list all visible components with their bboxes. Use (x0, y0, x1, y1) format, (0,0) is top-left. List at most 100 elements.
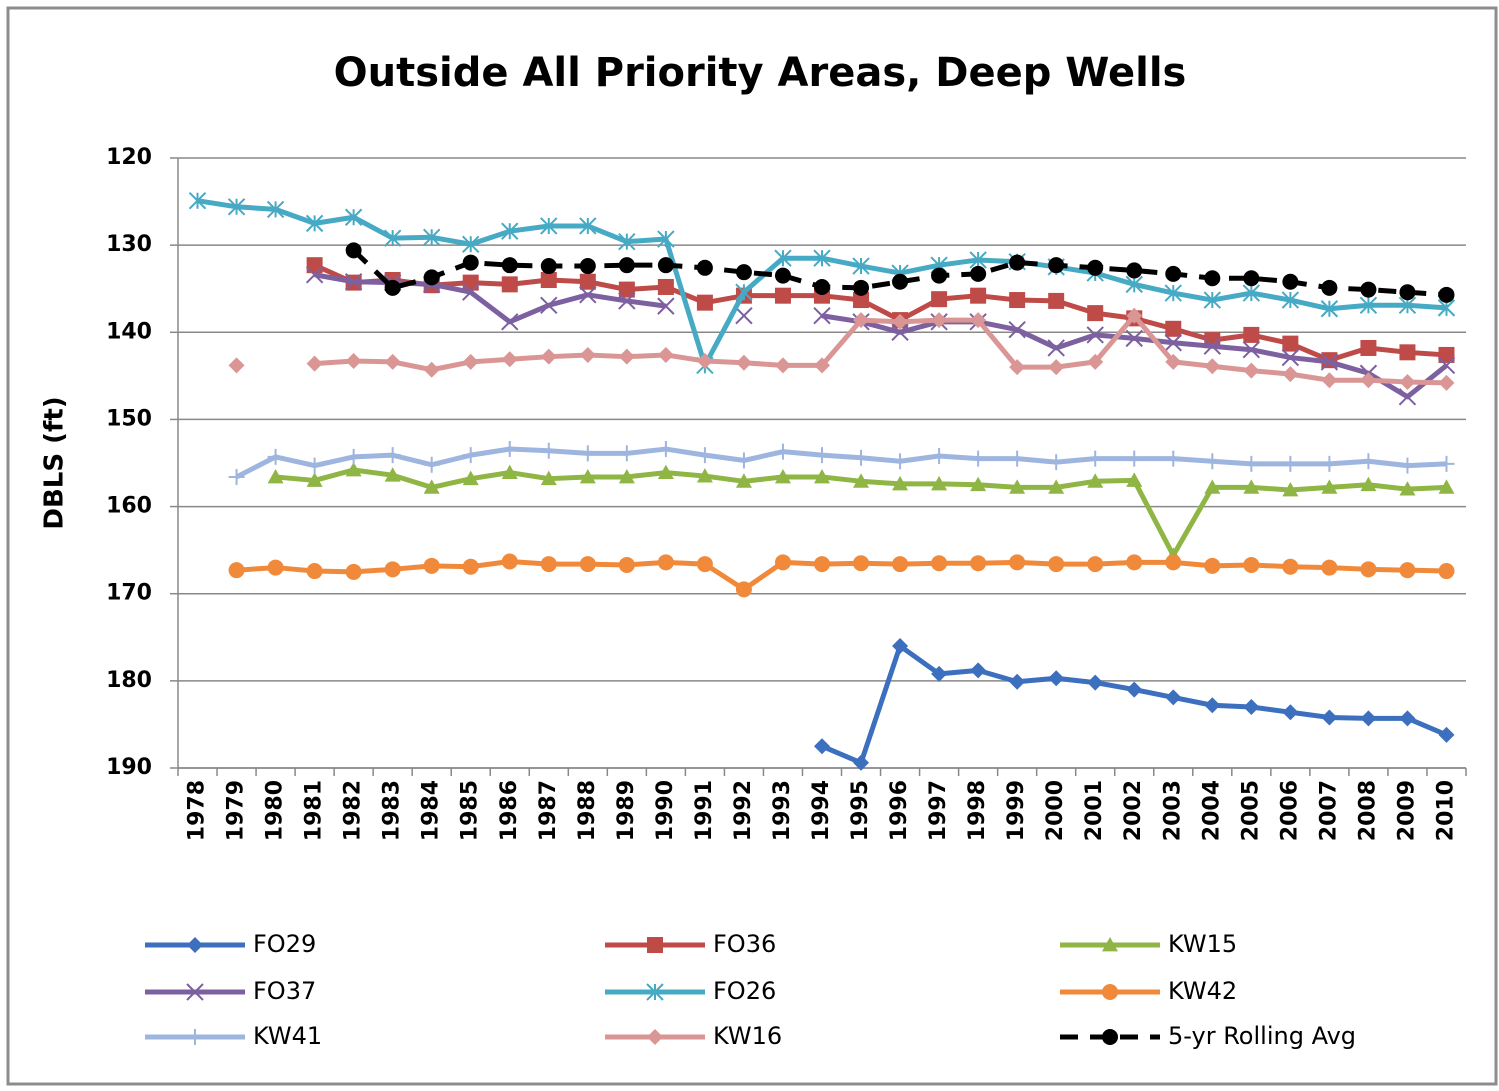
x-tick-label: 1994 (809, 780, 834, 841)
data-point (814, 468, 830, 484)
data-point (735, 452, 752, 469)
x-tick-label: 1981 (302, 780, 327, 841)
data-point (540, 470, 557, 486)
data-point (970, 265, 987, 282)
data-point (735, 264, 752, 281)
data-point (774, 267, 791, 284)
data-point (970, 662, 987, 679)
data-point (813, 307, 831, 325)
data-point (1126, 554, 1143, 571)
data-point (579, 346, 596, 363)
data-point (579, 468, 596, 484)
data-point (305, 266, 324, 284)
data-point (462, 274, 479, 291)
y-tick-label: 150 (106, 406, 152, 431)
data-point (423, 361, 440, 378)
data-point (931, 448, 948, 465)
data-point (579, 217, 597, 235)
data-point (423, 557, 440, 574)
x-tick-label: 1982 (341, 780, 366, 841)
data-point (1438, 479, 1455, 494)
data-point (540, 217, 558, 235)
data-point (853, 754, 870, 771)
data-point (1399, 344, 1416, 361)
data-point (1282, 558, 1299, 575)
legend-marker (646, 983, 664, 1001)
data-point (1204, 358, 1221, 375)
data-point (188, 191, 207, 210)
data-point (657, 554, 674, 571)
data-point (462, 558, 479, 575)
x-tick-label: 1991 (692, 780, 717, 841)
data-point (1048, 479, 1065, 494)
x-tick-label: 1985 (458, 780, 483, 841)
x-tick-label: 2007 (1316, 780, 1341, 841)
y-tick-label: 170 (106, 581, 152, 606)
data-point (344, 208, 363, 226)
x-tick-label: 2004 (1199, 780, 1224, 841)
data-point (1203, 337, 1222, 355)
y-tick-label: 180 (106, 668, 152, 693)
data-point (501, 313, 519, 331)
data-point (501, 441, 518, 458)
data-point (501, 276, 518, 293)
data-point (1438, 346, 1455, 363)
data-point (1399, 284, 1416, 301)
data-point (1009, 673, 1026, 690)
x-tick-label: 1983 (380, 780, 405, 841)
data-point (384, 561, 401, 578)
legend-label: KW41 (253, 1022, 322, 1050)
data-point (1320, 300, 1339, 318)
data-point (462, 254, 479, 271)
data-point (1203, 291, 1222, 309)
data-point (384, 353, 401, 370)
x-tick-label: 2001 (1082, 780, 1107, 841)
data-point (579, 445, 596, 462)
data-point (1243, 326, 1260, 343)
data-point (931, 475, 948, 491)
data-point (618, 292, 636, 310)
data-point (1009, 292, 1026, 309)
x-tick-label: 1987 (536, 780, 561, 841)
data-point (618, 468, 635, 484)
data-point (1399, 373, 1416, 390)
data-point (501, 222, 519, 240)
data-point (1204, 479, 1221, 494)
data-point (423, 456, 440, 473)
data-point (774, 287, 791, 304)
x-tick-label: 2006 (1277, 780, 1302, 841)
data-point (970, 450, 987, 467)
data-point (814, 278, 830, 295)
data-point (735, 307, 753, 325)
data-point (540, 442, 557, 459)
data-point (1165, 450, 1182, 467)
data-point (1125, 275, 1143, 294)
data-point (735, 354, 752, 371)
data-point (814, 357, 830, 374)
data-point (1321, 279, 1338, 296)
data-point (1009, 479, 1026, 494)
data-point (892, 313, 909, 330)
data-point (618, 556, 635, 573)
data-point (853, 555, 870, 572)
data-point (1165, 689, 1182, 706)
data-point (853, 473, 870, 488)
data-point (696, 294, 713, 311)
data-point (345, 448, 362, 465)
x-tick-label: 1980 (263, 780, 288, 841)
x-tick-label: 1988 (575, 780, 600, 841)
data-point (931, 555, 948, 572)
legend-label: FO37 (253, 977, 316, 1005)
data-point (892, 556, 909, 573)
x-tick-label: 1978 (185, 780, 210, 841)
data-point (1321, 479, 1338, 494)
data-point (1086, 326, 1104, 344)
data-point (618, 445, 635, 462)
data-point (696, 468, 713, 483)
data-point (579, 273, 596, 290)
data-point (1087, 305, 1104, 322)
data-point (1126, 262, 1143, 279)
x-tick-label: 2002 (1121, 780, 1146, 841)
data-point (1087, 556, 1104, 573)
